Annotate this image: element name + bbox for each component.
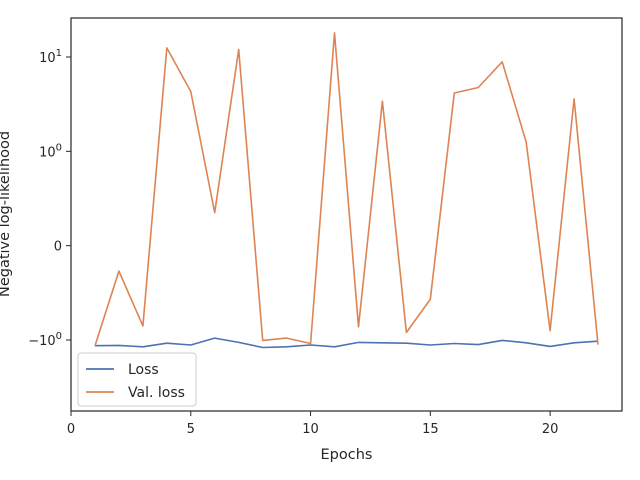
legend-label-loss: Loss — [128, 362, 159, 378]
y-tick-label: 0 — [54, 240, 62, 255]
y-tick-label: 101 — [39, 48, 62, 66]
y-axis-label: Negative log-likelihood — [0, 131, 13, 297]
x-axis-label: Epochs — [321, 447, 373, 463]
y-tick-label: 100 — [39, 142, 62, 160]
plot-frame — [70, 17, 623, 412]
legend-label-val-loss: Val. loss — [128, 385, 185, 401]
series-line-0 — [94, 337, 599, 349]
x-axis: 0 5 10 15 20 — [67, 411, 559, 437]
series-line-1 — [94, 32, 599, 346]
x-tick-label: 20 — [542, 422, 559, 437]
x-tick-label: 0 — [67, 422, 75, 437]
x-tick-label: 10 — [302, 422, 319, 437]
x-tick-label: 5 — [187, 422, 195, 437]
legend: Loss Val. loss — [77, 352, 197, 407]
plot-lines — [94, 32, 599, 349]
y-tick-label: −100 — [28, 331, 62, 349]
y-axis: −100 0 100 101 — [28, 48, 71, 349]
x-tick-label: 15 — [422, 422, 439, 437]
